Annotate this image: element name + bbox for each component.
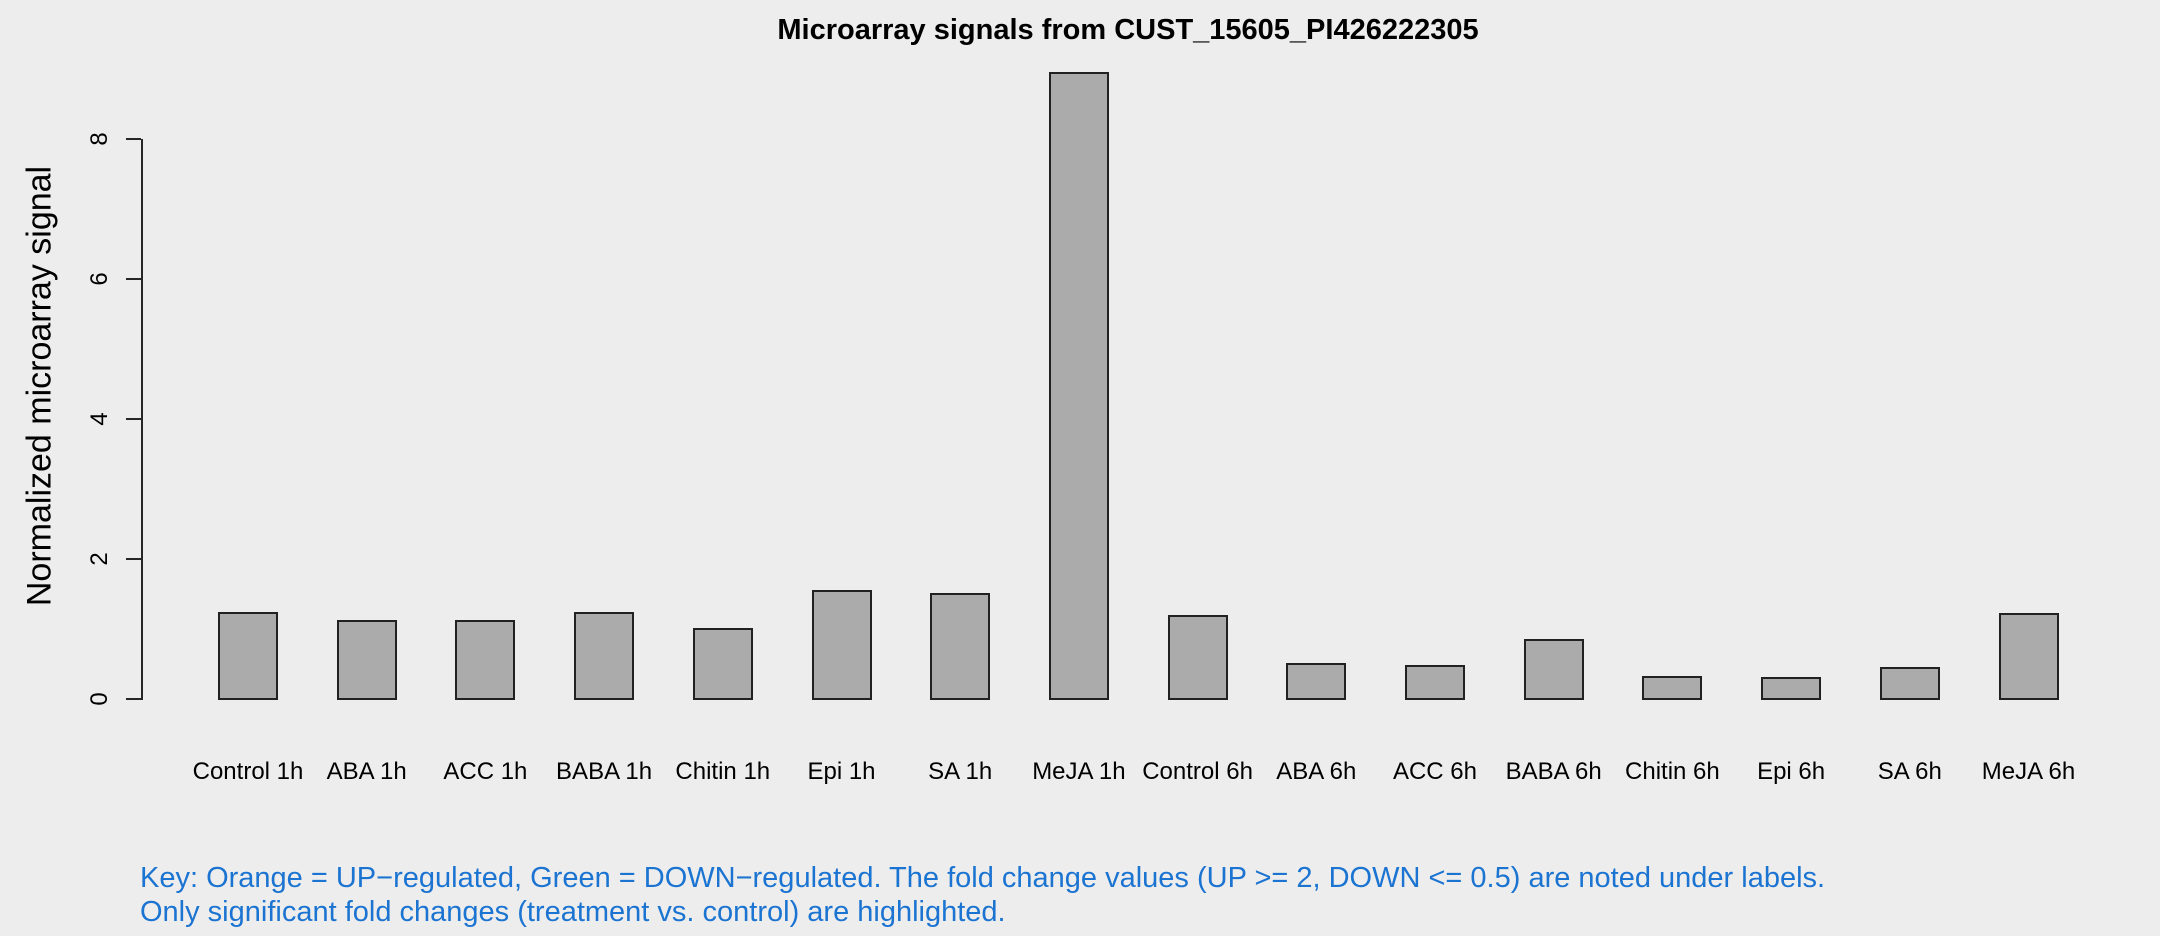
bar-meja-6h bbox=[1998, 612, 2059, 700]
x-category-label: Control 6h bbox=[1142, 758, 1253, 785]
x-category-label: ACC 6h bbox=[1392, 758, 1478, 785]
x-category-label: Control 1h bbox=[192, 758, 304, 785]
x-category-label: ACC 1h bbox=[443, 758, 528, 785]
footnote-line-2: Only significant fold changes (treatment… bbox=[140, 896, 1006, 928]
chart-title: Microarray signals from CUST_15605_PI426… bbox=[777, 14, 1479, 46]
x-category-label: ABA 1h bbox=[326, 758, 407, 785]
x-category-label: Epi 6h bbox=[1757, 758, 1826, 785]
bar-chitin-1h bbox=[692, 628, 753, 700]
bar-chitin-6h bbox=[1642, 675, 1703, 700]
x-category-label: Epi 1h bbox=[807, 758, 876, 785]
y-tick bbox=[126, 558, 141, 560]
footnote-line-1: Key: Orange = UP−regulated, Green = DOWN… bbox=[140, 862, 1826, 894]
x-category-label: ABA 6h bbox=[1276, 758, 1357, 785]
y-tick-label-text: 4 bbox=[86, 412, 113, 426]
y-tick bbox=[126, 278, 141, 280]
y-tick bbox=[126, 698, 141, 700]
bar-baba-6h bbox=[1523, 638, 1584, 700]
bar-acc-6h bbox=[1405, 664, 1465, 700]
y-tick bbox=[126, 138, 141, 140]
y-tick-label-text: 2 bbox=[86, 552, 113, 566]
x-category-label: BABA 6h bbox=[1505, 758, 1602, 785]
y-axis-title-text: Normalized microarray signal bbox=[20, 165, 59, 607]
y-tick-label-text: 6 bbox=[86, 272, 113, 286]
x-category-label: SA 1h bbox=[928, 758, 993, 785]
bar-aba-6h bbox=[1286, 663, 1347, 700]
x-category-label: Chitin 6h bbox=[1625, 758, 1720, 785]
bar-baba-1h bbox=[574, 611, 635, 700]
y-tick-label-text: 0 bbox=[86, 692, 113, 706]
x-category-label: MeJA 6h bbox=[1981, 758, 2076, 785]
bar-sa-1h bbox=[930, 592, 991, 700]
x-category-label: MeJA 1h bbox=[1032, 758, 1126, 785]
y-axis-line bbox=[141, 139, 143, 700]
bar-control-6h bbox=[1167, 615, 1228, 700]
y-tick bbox=[126, 418, 141, 420]
x-category-label: BABA 1h bbox=[556, 758, 653, 785]
y-tick-label-text: 8 bbox=[86, 132, 113, 146]
bar-epi-1h bbox=[811, 589, 872, 700]
bar-acc-1h bbox=[455, 619, 516, 700]
bar-sa-6h bbox=[1879, 666, 1940, 700]
bar-meja-1h bbox=[1048, 71, 1109, 700]
x-category-label: SA 6h bbox=[1877, 758, 1942, 785]
bar-epi-6h bbox=[1761, 676, 1822, 700]
x-category-label: Chitin 1h bbox=[675, 758, 771, 785]
bar-control-1h bbox=[218, 611, 278, 700]
bar-aba-1h bbox=[336, 619, 397, 700]
